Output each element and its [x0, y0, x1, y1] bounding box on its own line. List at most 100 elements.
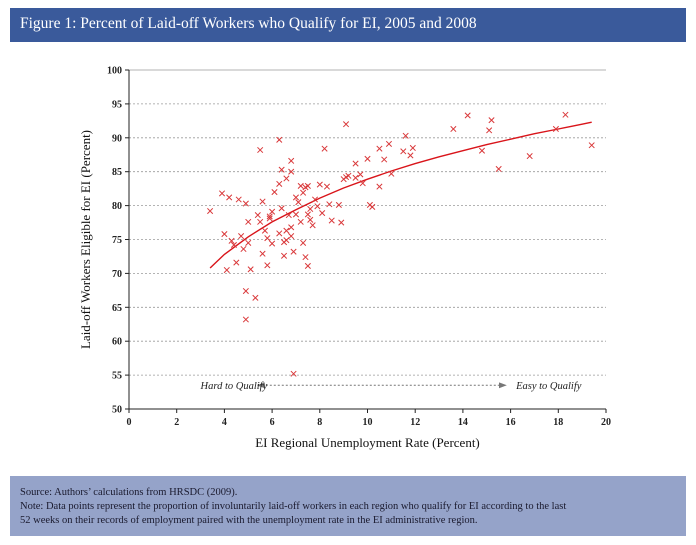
data-point-78	[352, 174, 359, 181]
data-point-0	[207, 207, 214, 215]
data-point-34	[278, 166, 285, 173]
data-point-23	[261, 227, 268, 234]
data-point-84	[376, 145, 383, 152]
data-point-65	[316, 181, 323, 188]
data-point-4	[226, 194, 233, 201]
data-point-94	[464, 112, 471, 119]
source-text: Source: Authors’ calculations from HRSDC…	[20, 487, 238, 498]
data-point-67	[321, 145, 328, 152]
data-point-43	[288, 168, 295, 175]
data-point-25	[264, 235, 271, 242]
data-point-64	[314, 203, 321, 210]
data-point-57	[304, 182, 311, 189]
data-point-51	[297, 182, 304, 189]
data-point-13	[242, 316, 249, 323]
data-point-72	[338, 219, 345, 226]
data-point-21	[259, 198, 266, 205]
data-point-89	[400, 148, 407, 155]
data-point-50	[295, 199, 302, 206]
data-point-46	[290, 248, 297, 255]
data-point-69	[326, 201, 333, 208]
figure-footer: Source: Authors’ calculations from HRSDC…	[10, 476, 686, 536]
x-axis-title: EI Regional Unemployment Rate (Percent)	[255, 435, 480, 450]
data-point-83	[369, 203, 376, 211]
data-point-85	[376, 183, 383, 190]
data-point-80	[359, 180, 366, 187]
x-tick-label-18: 18	[553, 417, 563, 428]
data-point-59	[304, 262, 311, 269]
data-point-95	[478, 147, 486, 154]
data-point-24	[264, 262, 271, 269]
data-point-42	[288, 157, 295, 164]
data-point-102	[588, 142, 595, 149]
annotation-easy-to-qualify: Easy to Qualify	[515, 381, 582, 392]
data-point-45	[288, 233, 295, 240]
data-point-63	[311, 196, 319, 203]
data-point-14	[245, 218, 252, 225]
data-point-31	[276, 136, 283, 143]
data-point-44	[288, 224, 295, 231]
data-point-97	[488, 117, 495, 124]
data-point-49	[292, 211, 300, 218]
data-point-96	[486, 127, 493, 134]
data-point-6	[230, 241, 237, 248]
data-point-92	[409, 144, 416, 152]
x-tick-label-6: 6	[270, 417, 275, 428]
x-tick-label-2: 2	[174, 417, 179, 428]
data-point-98	[495, 165, 502, 173]
data-point-79	[357, 171, 364, 178]
data-point-37	[280, 252, 288, 259]
figure-title: Figure 1: Percent of Laid-off Workers wh…	[20, 15, 477, 32]
data-point-100	[552, 125, 559, 133]
data-point-87	[385, 140, 393, 147]
x-tick-label-8: 8	[317, 417, 322, 428]
data-point-32	[276, 180, 283, 187]
data-point-19	[257, 146, 264, 154]
data-point-93	[450, 125, 457, 133]
scatter-chart: 50 55 60 65 70 75 80 85 90 95 100 0 2 4 6 8 10 12 14 16 18 20…	[78, 66, 611, 451]
note-text-line-1: Note: Data points represent the proporti…	[20, 501, 567, 512]
data-point-26	[266, 215, 273, 222]
data-point-52	[297, 218, 304, 225]
x-tick-label-14: 14	[458, 417, 468, 428]
data-point-10	[240, 245, 247, 253]
y-tick-label-60: 60	[112, 337, 122, 348]
y-axis-title: Laid-off Workers Eligible for EI (Percen…	[78, 130, 93, 349]
data-point-20	[257, 218, 264, 225]
y-tick-label-70: 70	[112, 269, 122, 280]
data-point-12	[242, 200, 249, 207]
data-point-28	[269, 208, 276, 215]
y-tick-label-85: 85	[112, 167, 122, 178]
data-point-101	[562, 111, 569, 118]
data-point-66	[319, 210, 326, 217]
data-point-39	[283, 227, 290, 234]
data-point-47	[290, 370, 297, 377]
x-tick-label-4: 4	[222, 417, 227, 428]
data-point-48	[292, 194, 300, 201]
data-point-1	[218, 190, 226, 197]
data-point-18	[254, 212, 261, 219]
figure-header: Figure 1: Percent of Laid-off Workers wh…	[10, 8, 686, 42]
data-point-38	[283, 175, 290, 182]
data-point-91	[407, 152, 414, 159]
x-tick-label-12: 12	[410, 417, 420, 428]
data-point-76	[345, 172, 352, 179]
x-tick-label-20: 20	[601, 417, 611, 428]
data-point-5	[228, 237, 235, 244]
data-point-53	[300, 189, 307, 196]
data-point-88	[388, 170, 395, 177]
data-point-7	[233, 259, 240, 266]
data-point-70	[328, 217, 335, 224]
y-tick-label-75: 75	[112, 235, 122, 246]
data-point-8	[235, 196, 242, 203]
y-tick-label-50: 50	[112, 405, 122, 416]
data-point-33	[276, 230, 283, 237]
data-point-17	[252, 294, 259, 301]
data-point-27	[266, 213, 273, 220]
y-tick-label-100: 100	[107, 66, 122, 77]
data-point-60	[307, 205, 314, 213]
note-text-line-2: 52 weeks on their records of employment …	[20, 515, 478, 526]
data-point-16	[247, 266, 254, 273]
data-point-56	[302, 254, 309, 261]
